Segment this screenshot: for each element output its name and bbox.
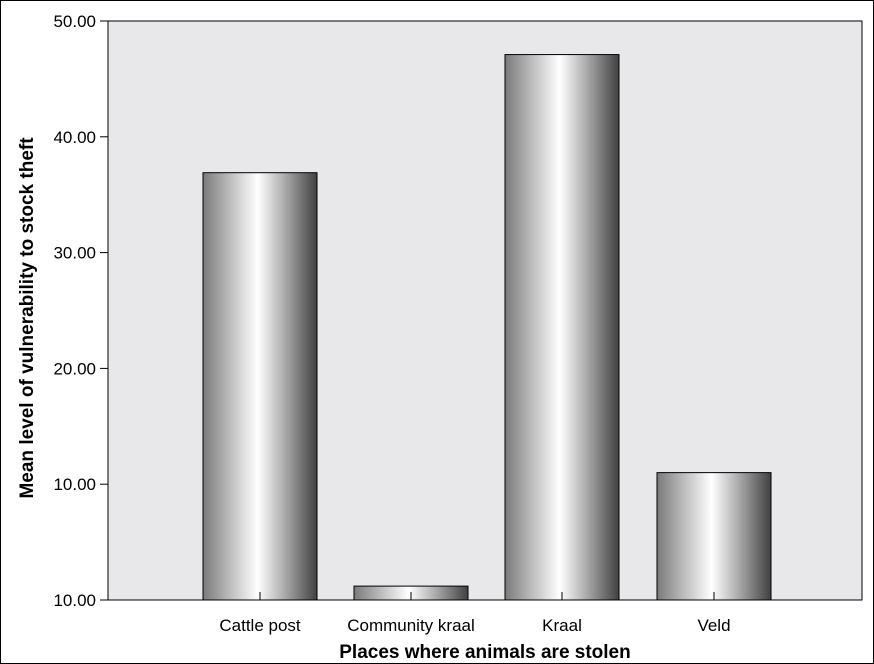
x-tick-label: Community kraal — [347, 616, 475, 635]
y-axis-title: Mean level of vulnerability to stock the… — [17, 137, 38, 499]
y-tick-label: 20.00 — [53, 359, 96, 378]
x-axis-title: Places where animals are stolen — [339, 642, 631, 663]
bar-kraal — [504, 54, 620, 601]
y-tick-label: 10.00 — [53, 475, 96, 494]
x-tick-label: Kraal — [542, 616, 582, 635]
y-tick-label: 50.00 — [53, 12, 96, 31]
x-tick-label: Veld — [697, 616, 730, 635]
y-tick-label: 40.00 — [53, 128, 96, 147]
x-tick-label: Cattle post — [219, 616, 301, 635]
bar-cattle-post — [202, 172, 318, 601]
y-tick-label: 30.00 — [53, 244, 96, 263]
bar-veld — [656, 472, 772, 601]
y-tick-label: 10.00 — [53, 591, 96, 610]
